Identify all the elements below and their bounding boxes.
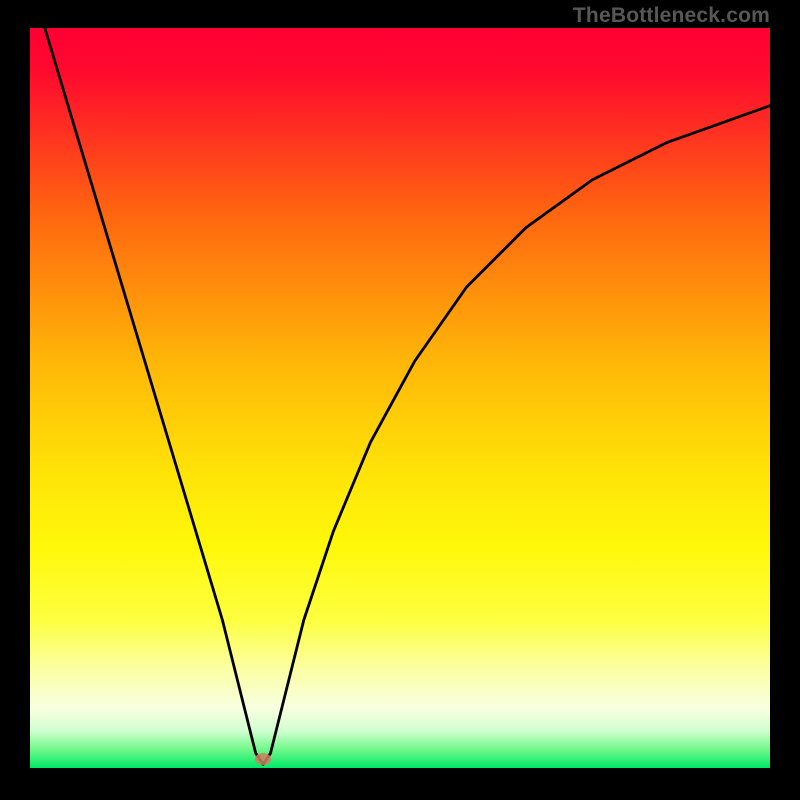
bottleneck-curve xyxy=(30,28,770,768)
chart-root: { "canvas": { "width": 800, "height": 80… xyxy=(0,0,800,800)
curve-minimum-marker xyxy=(255,753,271,765)
watermark-text: TheBottleneck.com xyxy=(573,4,770,28)
plot-area xyxy=(30,28,770,768)
